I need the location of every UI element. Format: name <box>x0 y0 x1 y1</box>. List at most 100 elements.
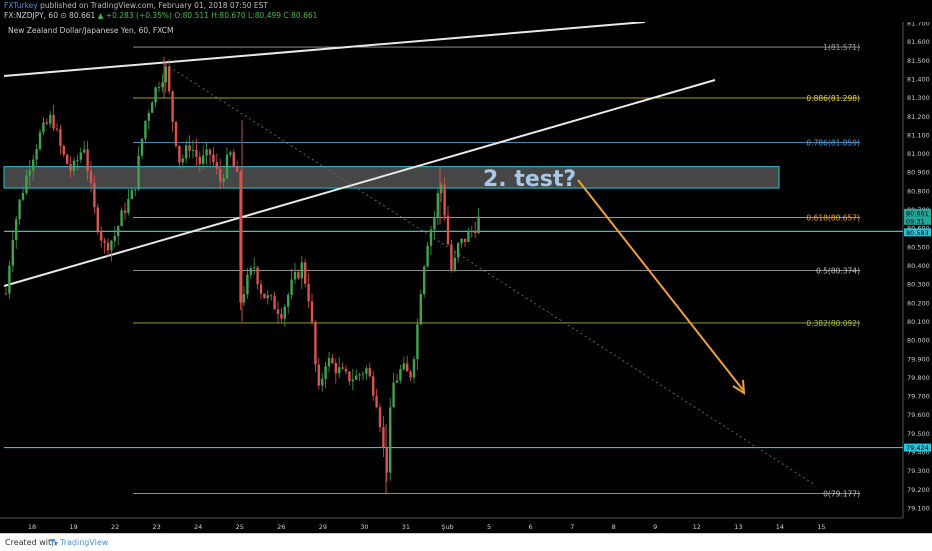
candle-body <box>171 91 174 122</box>
candle-body <box>460 238 463 244</box>
candle-body <box>402 363 405 370</box>
fib-level-label: 0.382(80.092) <box>806 319 860 328</box>
annotation-text: 2. test? <box>483 167 576 192</box>
candle-body <box>266 295 269 299</box>
candle-body <box>4 293 8 295</box>
y-tick-label: 81.400 <box>907 75 930 83</box>
candle-body <box>76 159 79 161</box>
candle-body <box>280 313 283 319</box>
candle-body <box>117 226 120 236</box>
fib-level-label: 0.786(81.059) <box>806 139 860 148</box>
price-badge <box>904 443 931 452</box>
x-tick-label: 18 <box>28 523 36 531</box>
candle-body <box>334 363 337 374</box>
y-tick-label: 81.700 <box>907 20 930 28</box>
candle-body <box>168 66 171 92</box>
candle-body <box>358 374 361 376</box>
fib-level-label: 0(79.177) <box>823 490 860 499</box>
candle-body <box>52 114 55 129</box>
candle-body <box>443 184 446 216</box>
candle-body <box>273 296 276 310</box>
candle-body <box>331 357 334 364</box>
candle-body <box>55 128 59 130</box>
candle-body <box>399 369 402 381</box>
candle-body <box>436 193 439 218</box>
fib-level-label: 0.886(81.298) <box>806 94 860 103</box>
y-tick-label: 80.800 <box>907 187 930 195</box>
candle-body <box>62 146 65 155</box>
y-tick-label: 80.100 <box>907 318 930 326</box>
y-tick-label: 80.500 <box>907 243 930 251</box>
x-tick-label: 6 <box>529 523 533 531</box>
candle-body <box>409 371 412 378</box>
candle-body <box>256 267 259 285</box>
candle-body <box>429 229 433 246</box>
candle-body <box>385 447 388 473</box>
candle-body <box>344 368 348 372</box>
x-tick-label: 15 <box>817 523 825 531</box>
candle-body <box>290 279 293 295</box>
candle-body <box>130 190 133 199</box>
up-arrow-icon: ⊙ <box>60 11 67 20</box>
candle-body <box>110 240 113 251</box>
candle-body <box>35 149 38 160</box>
candle-body <box>103 240 106 243</box>
candle-body <box>270 295 273 297</box>
tradingview-logo-icon <box>50 539 58 546</box>
footer-bar: Created with TradingView <box>0 533 932 551</box>
candle-body <box>338 367 341 374</box>
candle-body <box>154 87 157 103</box>
y-tick-label: 81.200 <box>907 113 930 121</box>
y-tick-label: 81.300 <box>907 94 930 102</box>
x-tick-label: 19 <box>69 523 77 531</box>
candle-body <box>42 122 45 133</box>
candle-body <box>263 293 266 299</box>
candle-body <box>361 373 365 375</box>
price-badge <box>904 216 931 225</box>
x-tick-label: 30 <box>360 523 368 531</box>
candle-body <box>72 160 76 171</box>
symbol-label: FX:NZDJPY, 60 <box>4 11 58 20</box>
x-tick-label: Şub <box>441 523 453 531</box>
candle-body <box>147 112 150 121</box>
candle-body <box>66 154 69 165</box>
candle-body <box>446 215 450 245</box>
candle-body <box>304 262 307 284</box>
y-tick-label: 80.300 <box>907 281 930 289</box>
price-change: ▲ +0.283 (+0.35%) <box>97 11 172 20</box>
candle-body <box>382 427 385 448</box>
candle-body <box>25 175 28 193</box>
candle-body <box>45 122 48 124</box>
candle-body <box>140 138 144 156</box>
candle-body <box>453 257 456 271</box>
price-badge-label: 79.424 <box>906 444 929 452</box>
candle-body <box>8 265 11 294</box>
author-link[interactable]: FXTurkey <box>4 1 38 10</box>
candle-body <box>106 242 110 251</box>
candle-body <box>157 87 161 89</box>
resistance-zone <box>3 166 780 189</box>
candle-body <box>15 219 18 241</box>
candle-body <box>253 267 256 269</box>
x-tick-label: 31 <box>402 523 410 531</box>
projection-arrow-line <box>577 179 744 391</box>
candle-body <box>123 210 127 213</box>
price-badge-label: 09:31 <box>906 217 925 225</box>
candle-body <box>191 149 195 151</box>
y-tick-label: 79.200 <box>907 486 930 494</box>
candle-body <box>457 243 460 258</box>
diagonal-dashed-line <box>164 63 816 486</box>
tradingview-link[interactable]: TradingView <box>60 538 109 547</box>
candle-body <box>392 382 395 408</box>
y-tick-label: 80.200 <box>907 299 930 307</box>
candle-body <box>463 238 467 242</box>
candle-body <box>181 158 184 163</box>
candle-body <box>86 149 89 172</box>
candle-body <box>49 114 52 124</box>
candle-body <box>96 207 99 231</box>
x-tick-label: 7 <box>570 523 574 531</box>
y-tick-label: 81.000 <box>907 150 930 158</box>
x-tick-label: 22 <box>111 523 119 531</box>
y-tick-label: 81.100 <box>907 131 930 139</box>
